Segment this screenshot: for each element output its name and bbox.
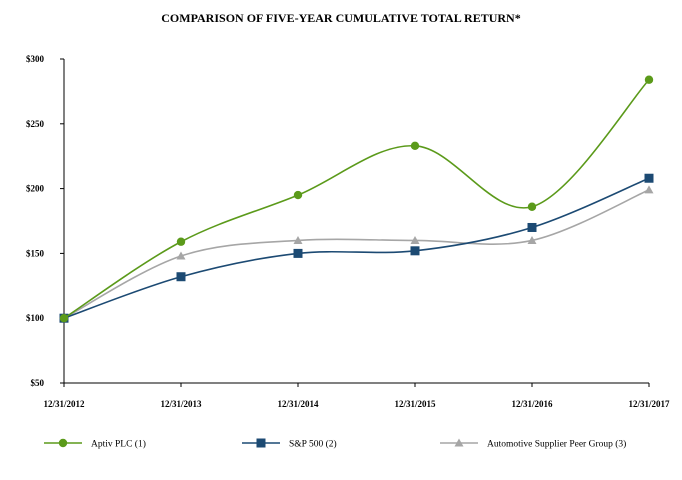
data-point (644, 173, 654, 183)
legend-marker (58, 438, 68, 448)
data-point (527, 222, 537, 232)
data-point (176, 272, 186, 282)
data-point (410, 246, 420, 256)
y-axis-ticks: $50 $100 $150 $200 $250 $300 (26, 54, 64, 388)
legend-marker (256, 438, 266, 448)
data-point (59, 314, 69, 323)
x-axis-ticks: 12/31/2012 12/31/2013 12/31/2014 12/31/2015… (43, 383, 670, 409)
data-point (293, 248, 303, 258)
series-line (63, 189, 650, 319)
x-tick-label: 12/31/2014 (277, 399, 319, 409)
legend-marker (454, 438, 464, 447)
chart-title: COMPARISON OF FIVE-YEAR CUMULATIVE TOTAL… (161, 11, 520, 25)
x-tick-label: 12/31/2012 (43, 399, 85, 409)
y-tick-label: $250 (26, 119, 45, 129)
x-tick-label: 12/31/2017 (628, 399, 670, 409)
y-tick-label: $100 (26, 313, 45, 323)
data-point (527, 202, 537, 211)
series-group (59, 75, 654, 323)
x-tick-label: 12/31/2013 (160, 399, 202, 409)
data-point (176, 237, 186, 246)
y-tick-label: $150 (26, 248, 45, 258)
legend-label: Automotive Supplier Peer Group (3) (487, 439, 626, 450)
series-line (63, 177, 650, 319)
axes (63, 59, 649, 384)
legend-label: Aptiv PLC (1) (91, 439, 146, 450)
x-tick-label: 12/31/2016 (511, 399, 553, 409)
series-3 (59, 185, 654, 322)
data-point (293, 190, 303, 200)
legend-label: S&P 500 (2) (289, 439, 337, 450)
data-point (410, 235, 420, 244)
data-point (527, 235, 537, 244)
x-tick-label: 12/31/2015 (394, 399, 436, 409)
y-tick-label: $200 (26, 184, 45, 194)
legend-item: Aptiv PLC (1) (44, 439, 146, 450)
legend-item: S&P 500 (2) (242, 438, 337, 450)
series-line (63, 79, 650, 319)
series-2 (59, 173, 654, 323)
data-point (644, 185, 654, 194)
y-tick-label: $50 (31, 378, 45, 388)
data-point (176, 251, 186, 260)
series-1 (59, 75, 654, 323)
data-point (644, 75, 654, 84)
legend-item: Automotive Supplier Peer Group (3) (440, 438, 626, 450)
data-point (293, 235, 303, 244)
legend: Aptiv PLC (1) S&P 500 (2) Automotive Suppl… (44, 438, 626, 450)
data-point (410, 141, 420, 151)
y-tick-label: $300 (26, 54, 45, 64)
